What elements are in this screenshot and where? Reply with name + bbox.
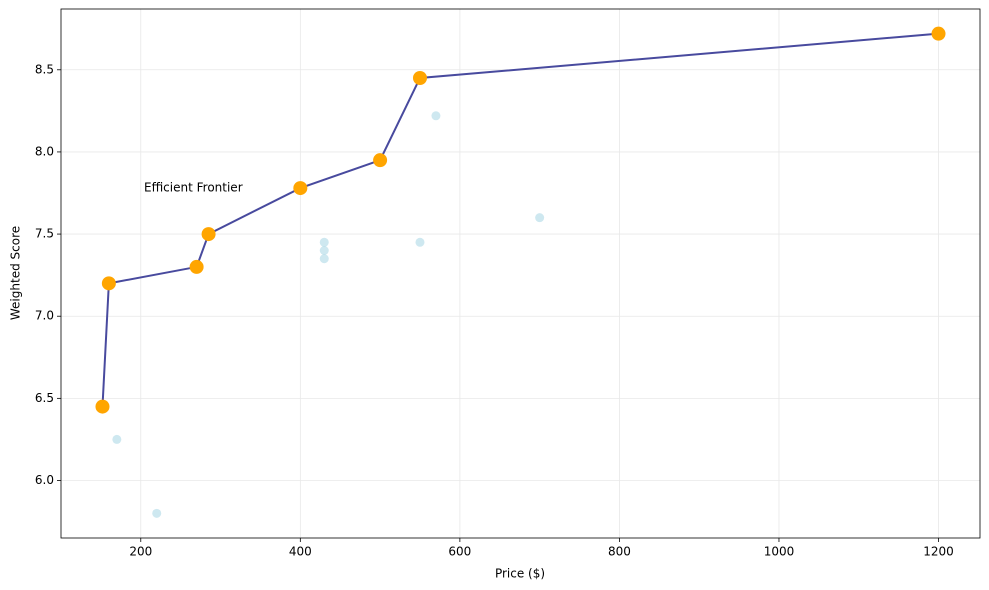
x-tick-label: 1000 bbox=[764, 545, 795, 559]
frontier-point bbox=[293, 181, 308, 196]
x-tick-label: 400 bbox=[289, 545, 312, 559]
scatter-point bbox=[535, 213, 545, 223]
x-tick-label: 600 bbox=[448, 545, 471, 559]
scatter-point bbox=[319, 254, 329, 264]
frontier-point bbox=[412, 71, 427, 85]
frontier-point bbox=[189, 259, 204, 274]
x-tick-label: 200 bbox=[129, 545, 152, 559]
x-tick-label: 800 bbox=[608, 545, 631, 559]
scatter-point bbox=[152, 508, 162, 518]
y-tick-label: 7.5 bbox=[35, 227, 54, 241]
scatter-point bbox=[319, 246, 329, 255]
annotation: Efficient Frontier bbox=[144, 181, 243, 195]
y-tick-label: 8.0 bbox=[35, 144, 54, 158]
scatter-point bbox=[112, 434, 122, 444]
frontier-point bbox=[101, 276, 116, 291]
frontier-point bbox=[931, 26, 946, 41]
y-tick-label: 8.5 bbox=[35, 62, 54, 76]
y-tick-label: 6.0 bbox=[35, 473, 54, 487]
x-axis-label: Price ($) bbox=[495, 567, 545, 581]
frontier-point bbox=[95, 399, 110, 414]
y-axis-label: Weighted Score bbox=[9, 226, 23, 320]
frontier-line bbox=[101, 32, 939, 407]
scatter-point bbox=[415, 237, 425, 247]
y-tick-label: 7.0 bbox=[35, 309, 54, 323]
x-tick-label: 1200 bbox=[923, 545, 954, 559]
frontier-point bbox=[201, 227, 216, 242]
frontier-point bbox=[373, 153, 388, 168]
plot-frame bbox=[60, 8, 981, 539]
scatter-point bbox=[319, 237, 329, 247]
y-tick-label: 6.5 bbox=[35, 391, 54, 405]
scatter-point bbox=[431, 111, 441, 121]
